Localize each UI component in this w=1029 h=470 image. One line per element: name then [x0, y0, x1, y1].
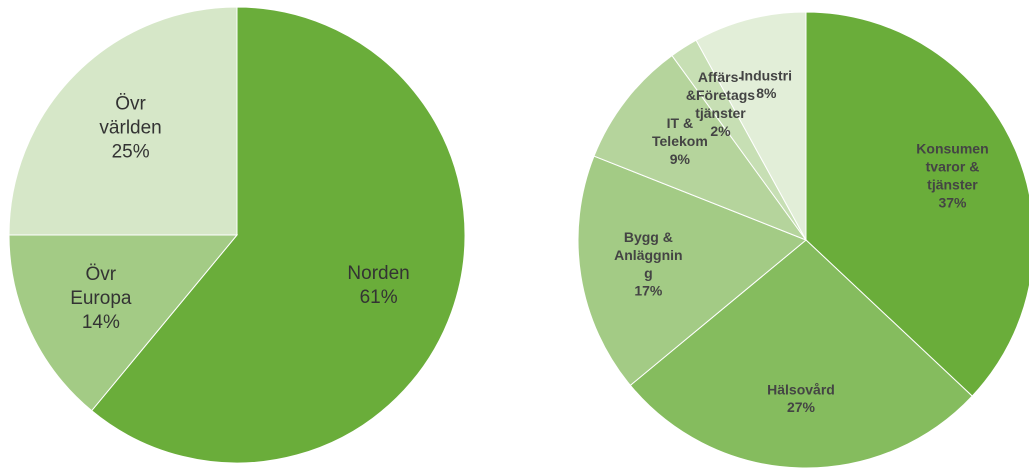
pie-slice: [805, 11, 1029, 397]
value-label: 27%: [787, 399, 816, 415]
slice-label: Bygg & Anläggnin g: [614, 229, 682, 281]
slice-label: Övr Europa: [70, 264, 132, 309]
pie-slice: [577, 155, 807, 387]
label-line: Industri: [741, 67, 792, 83]
label-line: &Företags: [686, 87, 755, 103]
pie-slice: [8, 6, 238, 236]
slice-label: IT & Telekom: [652, 115, 708, 149]
label-line: Anläggnin: [614, 247, 682, 263]
slice-label: Norden: [347, 263, 409, 284]
label-line: Övr: [86, 264, 117, 285]
pie-slice: [8, 234, 239, 412]
value-label: 61%: [360, 287, 398, 308]
slice-label: Konsumen tvaror & tjänster: [916, 140, 988, 192]
value-label: 9%: [670, 151, 691, 167]
label-line: IT &: [667, 115, 693, 131]
pie-slice: [695, 11, 807, 241]
label-line: Konsumen: [916, 140, 988, 156]
value-label: 2%: [710, 123, 731, 139]
label-line: Telekom: [652, 133, 708, 149]
pie-slice: [629, 239, 973, 469]
label-line: Norden: [347, 263, 409, 284]
value-label: 25%: [112, 142, 150, 163]
pie-slice: [593, 54, 808, 242]
label-line: Hälsovård: [767, 381, 835, 397]
slice-label: Affärs- &Företags tjänster: [686, 69, 755, 121]
label-line: Affärs-: [698, 69, 743, 85]
value-label: 17%: [634, 283, 663, 299]
slice-label: Övr världen: [99, 94, 161, 139]
label-line: tjänster: [695, 105, 746, 121]
label-line: tvaror &: [926, 158, 980, 174]
label-line: Övr: [115, 94, 146, 115]
label-line: Europa: [70, 288, 132, 309]
label-line: världen: [99, 118, 161, 139]
pie-slice: [90, 6, 466, 464]
label-line: tjänster: [927, 176, 978, 192]
slice-label: Industri: [741, 67, 792, 83]
value-label: 14%: [82, 312, 120, 333]
value-label: 37%: [938, 194, 967, 210]
value-label: 8%: [756, 85, 777, 101]
label-line: Bygg &: [624, 229, 673, 245]
label-line: g: [644, 265, 653, 281]
slice-label: Hälsovård: [767, 381, 835, 397]
